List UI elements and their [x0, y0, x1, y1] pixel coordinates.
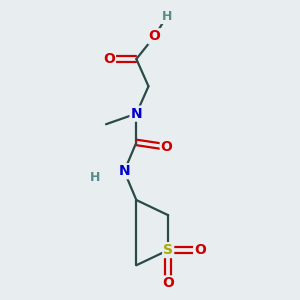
Text: O: O [194, 243, 206, 257]
Text: S: S [163, 243, 173, 257]
Text: O: O [162, 276, 174, 290]
Text: O: O [161, 140, 172, 154]
Text: H: H [161, 10, 172, 23]
Text: N: N [118, 164, 130, 178]
Text: O: O [103, 52, 115, 66]
Text: N: N [130, 106, 142, 121]
Text: O: O [148, 29, 160, 43]
Text: H: H [90, 171, 100, 184]
